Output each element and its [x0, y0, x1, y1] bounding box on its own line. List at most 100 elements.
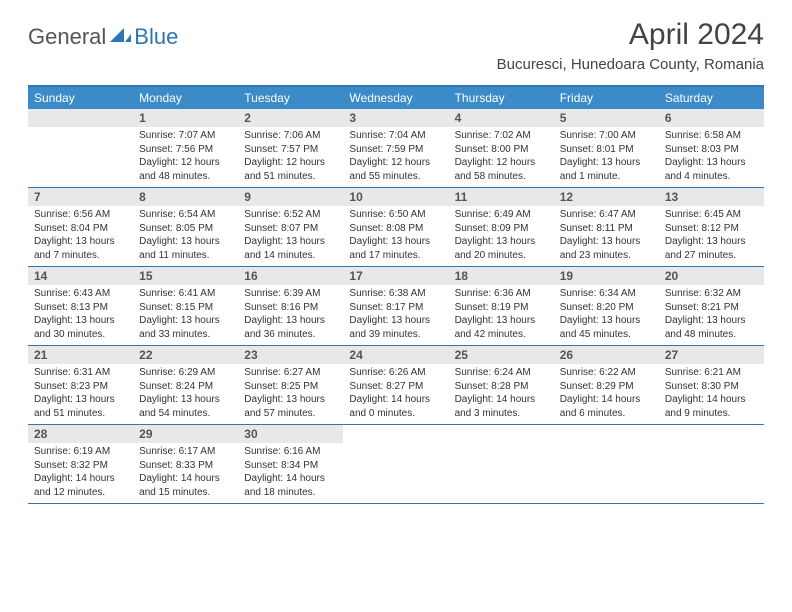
sunset-text: Sunset: 8:13 PM	[34, 301, 127, 315]
sunset-text: Sunset: 8:20 PM	[560, 301, 653, 315]
day-cell	[659, 425, 764, 503]
sunset-text: Sunset: 8:17 PM	[349, 301, 442, 315]
daylight-text: Daylight: 12 hours and 58 minutes.	[455, 156, 548, 183]
daylight-text: Daylight: 13 hours and 17 minutes.	[349, 235, 442, 262]
daylight-text: Daylight: 13 hours and 11 minutes.	[139, 235, 232, 262]
day-body: Sunrise: 6:50 AMSunset: 8:08 PMDaylight:…	[343, 206, 448, 266]
day-body: Sunrise: 6:36 AMSunset: 8:19 PMDaylight:…	[449, 285, 554, 345]
sunrise-text: Sunrise: 6:45 AM	[665, 208, 758, 222]
week-row: 1Sunrise: 7:07 AMSunset: 7:56 PMDaylight…	[28, 109, 764, 188]
day-body: Sunrise: 6:38 AMSunset: 8:17 PMDaylight:…	[343, 285, 448, 345]
weeks-container: 1Sunrise: 7:07 AMSunset: 7:56 PMDaylight…	[28, 109, 764, 504]
daylight-text: Daylight: 14 hours and 0 minutes.	[349, 393, 442, 420]
day-body: Sunrise: 6:41 AMSunset: 8:15 PMDaylight:…	[133, 285, 238, 345]
day-cell: 4Sunrise: 7:02 AMSunset: 8:00 PMDaylight…	[449, 109, 554, 187]
sunset-text: Sunset: 8:04 PM	[34, 222, 127, 236]
day-number: 11	[449, 188, 554, 206]
day-cell: 14Sunrise: 6:43 AMSunset: 8:13 PMDayligh…	[28, 267, 133, 345]
day-body: Sunrise: 6:21 AMSunset: 8:30 PMDaylight:…	[659, 364, 764, 424]
day-body: Sunrise: 6:26 AMSunset: 8:27 PMDaylight:…	[343, 364, 448, 424]
sunrise-text: Sunrise: 7:02 AM	[455, 129, 548, 143]
day-cell: 24Sunrise: 6:26 AMSunset: 8:27 PMDayligh…	[343, 346, 448, 424]
dow-cell: Tuesday	[238, 87, 343, 109]
day-cell: 29Sunrise: 6:17 AMSunset: 8:33 PMDayligh…	[133, 425, 238, 503]
sunset-text: Sunset: 8:05 PM	[139, 222, 232, 236]
day-cell: 28Sunrise: 6:19 AMSunset: 8:32 PMDayligh…	[28, 425, 133, 503]
daylight-text: Daylight: 13 hours and 54 minutes.	[139, 393, 232, 420]
sunset-text: Sunset: 7:59 PM	[349, 143, 442, 157]
day-number: 18	[449, 267, 554, 285]
day-number: 2	[238, 109, 343, 127]
day-body: Sunrise: 7:02 AMSunset: 8:00 PMDaylight:…	[449, 127, 554, 187]
day-cell: 2Sunrise: 7:06 AMSunset: 7:57 PMDaylight…	[238, 109, 343, 187]
day-body: Sunrise: 6:43 AMSunset: 8:13 PMDaylight:…	[28, 285, 133, 345]
day-cell: 6Sunrise: 6:58 AMSunset: 8:03 PMDaylight…	[659, 109, 764, 187]
daylight-text: Daylight: 13 hours and 7 minutes.	[34, 235, 127, 262]
day-cell: 12Sunrise: 6:47 AMSunset: 8:11 PMDayligh…	[554, 188, 659, 266]
day-cell: 23Sunrise: 6:27 AMSunset: 8:25 PMDayligh…	[238, 346, 343, 424]
day-body: Sunrise: 6:34 AMSunset: 8:20 PMDaylight:…	[554, 285, 659, 345]
dow-cell: Saturday	[659, 87, 764, 109]
day-number: 12	[554, 188, 659, 206]
sunset-text: Sunset: 8:30 PM	[665, 380, 758, 394]
sunset-text: Sunset: 7:57 PM	[244, 143, 337, 157]
daylight-text: Daylight: 12 hours and 48 minutes.	[139, 156, 232, 183]
day-body: Sunrise: 6:56 AMSunset: 8:04 PMDaylight:…	[28, 206, 133, 266]
page-header: General Blue April 2024 Bucuresci, Huned…	[0, 0, 792, 81]
day-number: 17	[343, 267, 448, 285]
daylight-text: Daylight: 13 hours and 27 minutes.	[665, 235, 758, 262]
sunrise-text: Sunrise: 6:58 AM	[665, 129, 758, 143]
day-cell: 21Sunrise: 6:31 AMSunset: 8:23 PMDayligh…	[28, 346, 133, 424]
daylight-text: Daylight: 13 hours and 4 minutes.	[665, 156, 758, 183]
daylight-text: Daylight: 13 hours and 45 minutes.	[560, 314, 653, 341]
day-cell: 25Sunrise: 6:24 AMSunset: 8:28 PMDayligh…	[449, 346, 554, 424]
sunset-text: Sunset: 8:01 PM	[560, 143, 653, 157]
day-cell: 3Sunrise: 7:04 AMSunset: 7:59 PMDaylight…	[343, 109, 448, 187]
logo: General Blue	[28, 24, 178, 50]
day-number: 15	[133, 267, 238, 285]
day-number: 14	[28, 267, 133, 285]
day-cell: 19Sunrise: 6:34 AMSunset: 8:20 PMDayligh…	[554, 267, 659, 345]
daylight-text: Daylight: 13 hours and 48 minutes.	[665, 314, 758, 341]
day-body: Sunrise: 6:24 AMSunset: 8:28 PMDaylight:…	[449, 364, 554, 424]
day-number: 5	[554, 109, 659, 127]
day-body: Sunrise: 6:16 AMSunset: 8:34 PMDaylight:…	[238, 443, 343, 503]
title-block: April 2024 Bucuresci, Hunedoara County, …	[497, 18, 764, 73]
sunrise-text: Sunrise: 6:47 AM	[560, 208, 653, 222]
daylight-text: Daylight: 12 hours and 55 minutes.	[349, 156, 442, 183]
sunrise-text: Sunrise: 6:19 AM	[34, 445, 127, 459]
sunrise-text: Sunrise: 7:07 AM	[139, 129, 232, 143]
day-number: 23	[238, 346, 343, 364]
calendar-grid: Sunday Monday Tuesday Wednesday Thursday…	[28, 85, 764, 504]
day-number: 28	[28, 425, 133, 443]
sunrise-text: Sunrise: 6:27 AM	[244, 366, 337, 380]
daylight-text: Daylight: 13 hours and 39 minutes.	[349, 314, 442, 341]
day-body: Sunrise: 6:32 AMSunset: 8:21 PMDaylight:…	[659, 285, 764, 345]
daylight-text: Daylight: 14 hours and 15 minutes.	[139, 472, 232, 499]
sunrise-text: Sunrise: 6:49 AM	[455, 208, 548, 222]
day-number: 20	[659, 267, 764, 285]
day-body: Sunrise: 6:17 AMSunset: 8:33 PMDaylight:…	[133, 443, 238, 503]
day-cell: 27Sunrise: 6:21 AMSunset: 8:30 PMDayligh…	[659, 346, 764, 424]
day-number: 22	[133, 346, 238, 364]
day-body: Sunrise: 7:06 AMSunset: 7:57 PMDaylight:…	[238, 127, 343, 187]
day-number: 29	[133, 425, 238, 443]
empty-day-bar	[28, 109, 133, 127]
day-number: 7	[28, 188, 133, 206]
day-number: 1	[133, 109, 238, 127]
day-body: Sunrise: 6:27 AMSunset: 8:25 PMDaylight:…	[238, 364, 343, 424]
day-cell: 8Sunrise: 6:54 AMSunset: 8:05 PMDaylight…	[133, 188, 238, 266]
sunrise-text: Sunrise: 6:34 AM	[560, 287, 653, 301]
sunrise-text: Sunrise: 6:38 AM	[349, 287, 442, 301]
sunset-text: Sunset: 8:23 PM	[34, 380, 127, 394]
day-cell: 18Sunrise: 6:36 AMSunset: 8:19 PMDayligh…	[449, 267, 554, 345]
day-cell: 13Sunrise: 6:45 AMSunset: 8:12 PMDayligh…	[659, 188, 764, 266]
daylight-text: Daylight: 14 hours and 9 minutes.	[665, 393, 758, 420]
week-row: 28Sunrise: 6:19 AMSunset: 8:32 PMDayligh…	[28, 425, 764, 504]
day-body: Sunrise: 6:47 AMSunset: 8:11 PMDaylight:…	[554, 206, 659, 266]
day-number: 19	[554, 267, 659, 285]
daylight-text: Daylight: 13 hours and 33 minutes.	[139, 314, 232, 341]
daylight-text: Daylight: 13 hours and 20 minutes.	[455, 235, 548, 262]
day-cell: 16Sunrise: 6:39 AMSunset: 8:16 PMDayligh…	[238, 267, 343, 345]
logo-text-blue: Blue	[134, 24, 178, 50]
